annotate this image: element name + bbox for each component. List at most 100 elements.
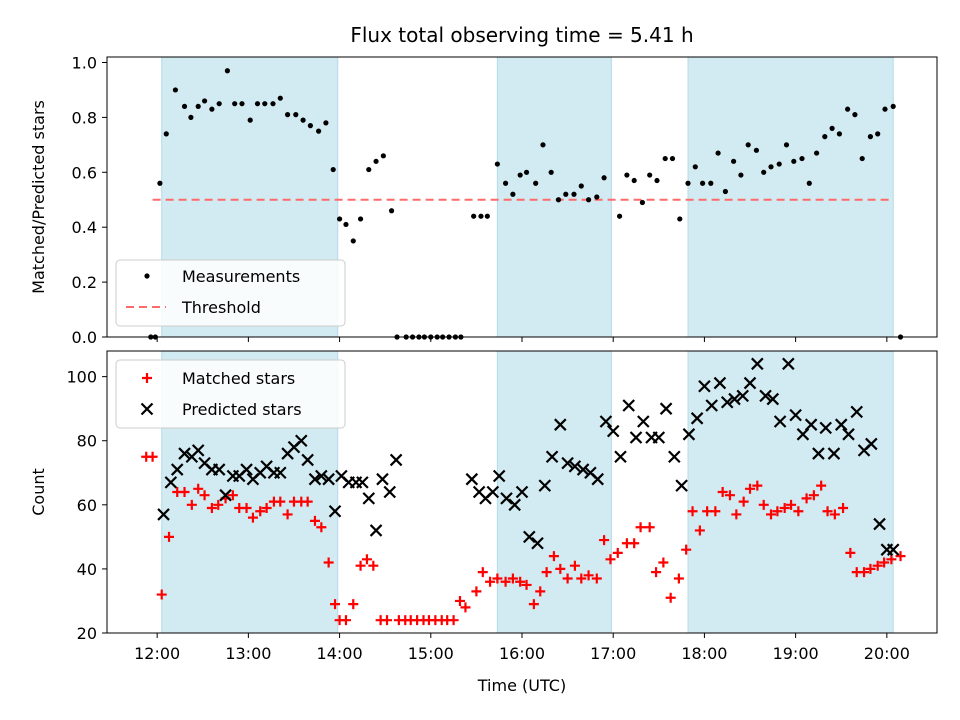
- matched-star-point: [838, 503, 849, 514]
- predicted-star-point: [538, 479, 552, 492]
- matched-star-point: [665, 592, 676, 603]
- measurement-point: [540, 142, 546, 148]
- predicted-star-point: [486, 485, 500, 499]
- measurement-point: [882, 106, 888, 112]
- matched-star-point: [316, 522, 327, 533]
- measurement-point: [502, 180, 509, 186]
- matched-star-point: [629, 538, 640, 549]
- x-tick-label: 16:00: [499, 644, 545, 663]
- measurement-point: [336, 216, 343, 222]
- x-tick-label: 14:00: [317, 644, 363, 663]
- measurement-point: [624, 172, 630, 178]
- predicted-star-point: [178, 447, 191, 460]
- predicted-star-point: [713, 376, 727, 390]
- matched-star-point: [186, 499, 197, 510]
- matched-star-point: [859, 567, 870, 578]
- legend-box: [115, 359, 346, 429]
- measurement-point: [791, 158, 797, 164]
- measurement-point: [209, 106, 215, 112]
- predicted-star-point: [675, 479, 688, 492]
- legend-label-measurements: Measurements: [182, 267, 300, 286]
- measurement-point: [768, 164, 774, 170]
- predicted-star-point: [294, 434, 308, 448]
- matched-star-point: [282, 509, 293, 520]
- measurement-point: [181, 103, 188, 110]
- matched-star-point: [681, 544, 692, 555]
- matched-star-point: [872, 560, 883, 571]
- predicted-star-point: [492, 469, 506, 483]
- x-tick-label: 12:00: [134, 644, 180, 663]
- predicted-star-point: [698, 379, 711, 393]
- measurement-point: [195, 103, 201, 110]
- y-tick-label: 80: [77, 432, 97, 451]
- predicted-star-point: [668, 450, 681, 464]
- predicted-star-point: [157, 508, 170, 521]
- measurement-point: [533, 180, 539, 186]
- predicted-star-point: [759, 389, 772, 403]
- matched-star-point: [758, 499, 769, 510]
- predicted-star-point: [804, 418, 818, 431]
- matched-star-point: [772, 506, 783, 517]
- predicted-star-point: [383, 485, 397, 499]
- matched-star-point: [816, 480, 827, 491]
- y-tick-label: 40: [77, 560, 97, 579]
- matched-star-point: [779, 503, 790, 514]
- matched-star-point: [822, 506, 833, 517]
- predicted-star-point: [736, 389, 750, 403]
- matched-star-point: [156, 589, 167, 600]
- x-axis-label: Time (UTC): [477, 676, 566, 695]
- measurement-point: [357, 216, 364, 222]
- measurement-point: [330, 166, 336, 173]
- measurement-point: [654, 177, 660, 184]
- measurement-point: [761, 169, 767, 175]
- predicted-star-point: [614, 450, 627, 464]
- matched-star-point: [651, 567, 662, 578]
- measurement-point: [277, 95, 283, 101]
- measurement-point: [731, 158, 737, 164]
- measurement-point: [270, 101, 276, 107]
- matched-star-point: [555, 563, 566, 574]
- predicted-star-point: [850, 405, 864, 419]
- measurement-point: [601, 175, 607, 181]
- matched-star-point: [492, 573, 503, 584]
- measurement-point: [890, 103, 896, 110]
- y-axis-label: Count: [29, 468, 48, 516]
- legend-box: [115, 259, 346, 327]
- measurement-point: [845, 106, 851, 112]
- predicted-star-point: [369, 524, 383, 537]
- measurement-point: [471, 213, 477, 219]
- predicted-star-point: [308, 472, 322, 486]
- matched-star-point: [569, 560, 580, 571]
- y-tick-label: 1.0: [72, 53, 97, 72]
- predicted-star-point: [554, 418, 567, 431]
- measurement-point: [578, 183, 584, 189]
- predicted-star-point: [561, 456, 574, 470]
- predicted-star-point: [773, 415, 787, 428]
- measurement-point: [548, 169, 554, 175]
- matched-star-point: [599, 535, 610, 546]
- measurement-point: [307, 123, 313, 129]
- measurement-point: [753, 147, 760, 153]
- matched-star-point: [507, 573, 518, 584]
- measurement-point: [350, 238, 356, 244]
- matched-star-point: [213, 499, 224, 510]
- matched-star-point: [717, 487, 728, 497]
- measurement-point: [783, 142, 790, 148]
- matched-star-point: [361, 554, 372, 565]
- matched-star-point: [694, 525, 705, 536]
- matched-star-point: [368, 560, 379, 571]
- matched-star-point: [801, 493, 812, 504]
- measurement-point: [239, 101, 245, 107]
- measurement-point: [585, 197, 592, 203]
- measurement-point: [699, 180, 706, 186]
- legend-label-matched: Matched stars: [182, 369, 295, 388]
- legend-label-predicted: Predicted stars: [182, 400, 302, 419]
- matched-star-point: [340, 615, 351, 626]
- matched-star-point: [477, 567, 488, 578]
- matched-star-point: [485, 576, 496, 587]
- predicted-star-point: [873, 517, 886, 531]
- measurement-point: [616, 213, 623, 219]
- matched-star-point: [605, 554, 616, 565]
- predicted-star-point: [728, 392, 741, 406]
- matched-star-point: [738, 496, 749, 507]
